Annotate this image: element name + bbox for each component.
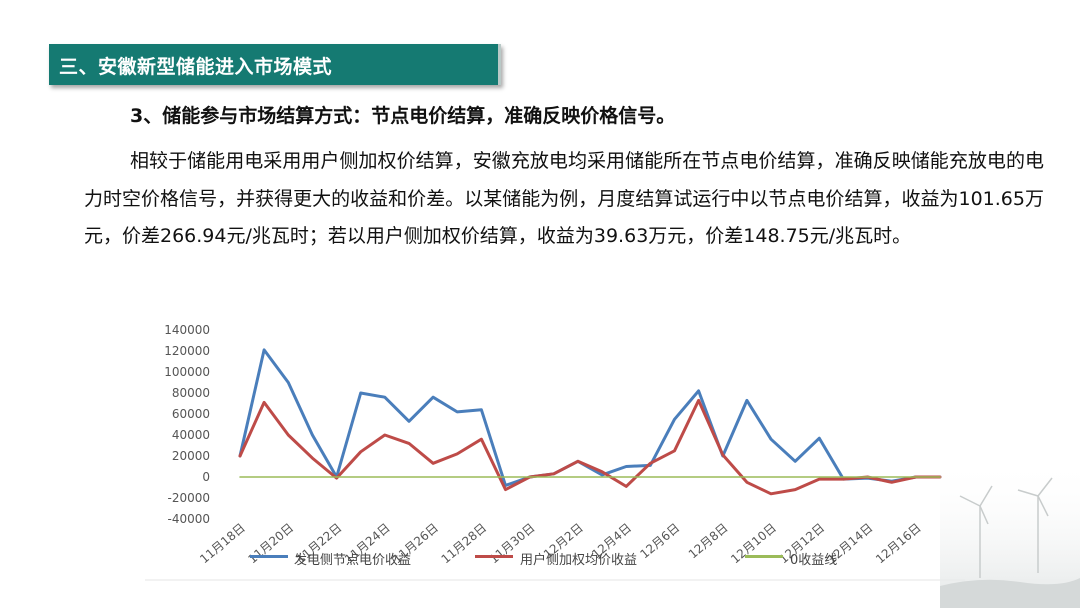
y-tick-label: 0	[202, 470, 210, 484]
y-tick-label: -40000	[167, 512, 210, 526]
y-tick-label: 100000	[164, 365, 210, 379]
y-tick-label: 60000	[172, 407, 210, 421]
y-tick-label: 120000	[164, 344, 210, 358]
chart-svg: 140000 120000 100000 80000 60000 40000 20000 0 -…	[145, 323, 965, 581]
y-tick-label: 20000	[172, 449, 210, 463]
legend-label-2: 用户侧加权均价收益	[520, 553, 638, 568]
x-tick-label: 11月18日	[197, 521, 248, 567]
wind-turbine-decoration	[940, 458, 1080, 608]
series-line-2	[238, 398, 942, 496]
y-tick-label: 80000	[172, 386, 210, 400]
legend-swatch-3	[745, 555, 783, 558]
body-paragraph: 相较于储能用电采用用户侧加权价结算，安徽充放电均采用储能所在节点电价结算，准确反…	[84, 150, 1044, 247]
y-tick-label: 40000	[172, 428, 210, 442]
y-tick-label: 140000	[164, 323, 210, 337]
y-tick-label: -20000	[167, 491, 210, 505]
chart-legend: 发电侧节点电价收益 用户侧加权均价收益 0收益线	[250, 546, 970, 570]
legend-swatch-2	[475, 555, 513, 558]
revenue-line-chart: 140000 120000 100000 80000 60000 40000 20000 0 -…	[145, 312, 965, 582]
legend-swatch-1	[250, 555, 288, 558]
legend-label-3: 0收益线	[790, 553, 838, 568]
section-banner: 三、安徽新型储能进入市场模式	[49, 44, 501, 85]
legend-label-1: 发电侧节点电价收益	[294, 553, 412, 568]
subheading: 3、储能参与市场结算方式：节点电价结算，准确反映价格信号。	[130, 105, 676, 127]
section-title: 三、安徽新型储能进入市场模式	[59, 56, 333, 78]
